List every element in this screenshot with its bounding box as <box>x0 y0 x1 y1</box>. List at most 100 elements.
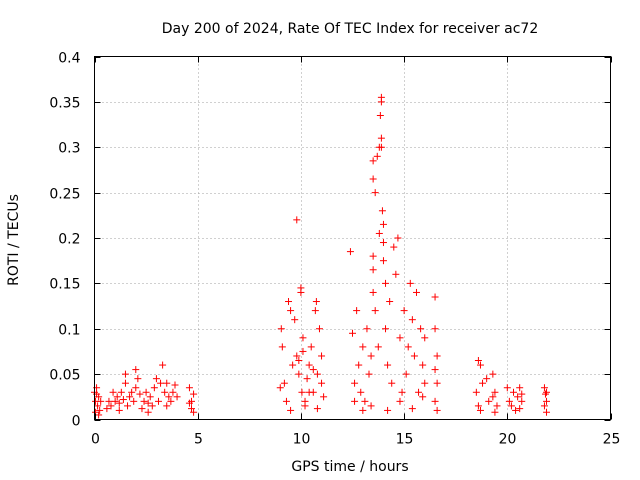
data-point <box>357 388 365 396</box>
data-point <box>157 379 165 387</box>
data-point <box>188 405 196 413</box>
data-point <box>396 334 404 342</box>
data-point <box>311 307 319 315</box>
data-point <box>111 397 119 405</box>
x-axis: 0 5 10 15 20 25 <box>91 56 620 448</box>
data-point <box>433 406 441 414</box>
data-point <box>392 270 400 278</box>
data-point <box>398 388 406 396</box>
data-point <box>516 384 524 392</box>
data-point <box>298 388 306 396</box>
data-point <box>384 406 392 414</box>
data-point <box>163 379 171 387</box>
x-tick-label: 0 <box>91 432 100 448</box>
data-point <box>483 375 491 383</box>
data-point <box>150 384 158 392</box>
data-point <box>474 402 482 410</box>
x-tick-label: 5 <box>194 432 203 448</box>
data-point <box>303 375 311 383</box>
data-point <box>293 216 301 224</box>
data-point <box>431 325 439 333</box>
data-point <box>476 406 484 414</box>
data-point <box>278 343 286 351</box>
data-point <box>190 390 198 398</box>
data-point <box>377 134 385 142</box>
data-point <box>152 375 160 383</box>
data-point <box>491 408 499 416</box>
data-point <box>419 393 427 401</box>
data-point <box>541 390 549 398</box>
data-point <box>121 370 129 378</box>
data-point <box>384 361 392 369</box>
data-point <box>146 393 154 401</box>
data-point <box>280 379 288 387</box>
data-point <box>369 252 377 260</box>
data-point <box>371 307 379 315</box>
y-tick-label: 0.4 <box>58 51 80 67</box>
data-point <box>410 352 418 360</box>
data-point <box>96 406 104 414</box>
data-point <box>142 388 150 396</box>
data-point <box>94 402 102 410</box>
data-point <box>318 379 326 387</box>
data-point <box>301 402 309 410</box>
data-point <box>543 397 551 405</box>
data-point <box>404 343 412 351</box>
data-point <box>95 411 103 419</box>
data-point <box>291 316 299 324</box>
data-point <box>379 257 387 265</box>
data-point <box>400 307 408 315</box>
data-point <box>374 343 382 351</box>
data-point <box>315 325 323 333</box>
data-point <box>130 397 138 405</box>
data-point <box>277 325 285 333</box>
data-point <box>421 379 429 387</box>
data-point <box>433 379 441 387</box>
data-point <box>351 397 359 405</box>
data-point <box>144 408 152 416</box>
data-point <box>369 175 377 183</box>
data-point <box>169 388 177 396</box>
data-point <box>132 384 140 392</box>
data-point <box>282 397 290 405</box>
data-point <box>105 397 113 405</box>
data-point <box>305 361 313 369</box>
data-point <box>386 298 394 306</box>
data-point <box>379 239 387 247</box>
y-tick-label: 0.35 <box>49 96 80 112</box>
x-axis-label: GPS time / hours <box>291 459 408 475</box>
data-point <box>377 143 385 151</box>
data-point <box>173 393 181 401</box>
data-point <box>367 352 375 360</box>
data-point <box>97 397 105 405</box>
data-point <box>185 399 193 407</box>
data-point <box>165 393 173 401</box>
data-point <box>390 243 398 251</box>
data-point <box>476 361 484 369</box>
data-point <box>431 397 439 405</box>
data-point <box>382 279 390 287</box>
data-point <box>115 399 123 407</box>
data-point <box>313 405 321 413</box>
data-point <box>479 379 487 387</box>
data-point <box>136 390 144 398</box>
data-point <box>161 388 169 396</box>
data-point <box>351 379 359 387</box>
data-point <box>377 93 385 101</box>
data-point <box>305 388 313 396</box>
y-tick-label: 0.05 <box>49 368 80 384</box>
data-point <box>117 388 125 396</box>
data-point <box>159 361 167 369</box>
data-point <box>406 279 414 287</box>
data-point <box>509 388 517 396</box>
data-point <box>415 388 423 396</box>
data-point <box>121 379 129 387</box>
data-point <box>431 293 439 301</box>
data-point <box>543 388 551 396</box>
data-point <box>431 366 439 374</box>
data-point <box>365 370 373 378</box>
data-point <box>313 370 321 378</box>
data-point <box>132 366 140 374</box>
data-point <box>361 397 369 405</box>
